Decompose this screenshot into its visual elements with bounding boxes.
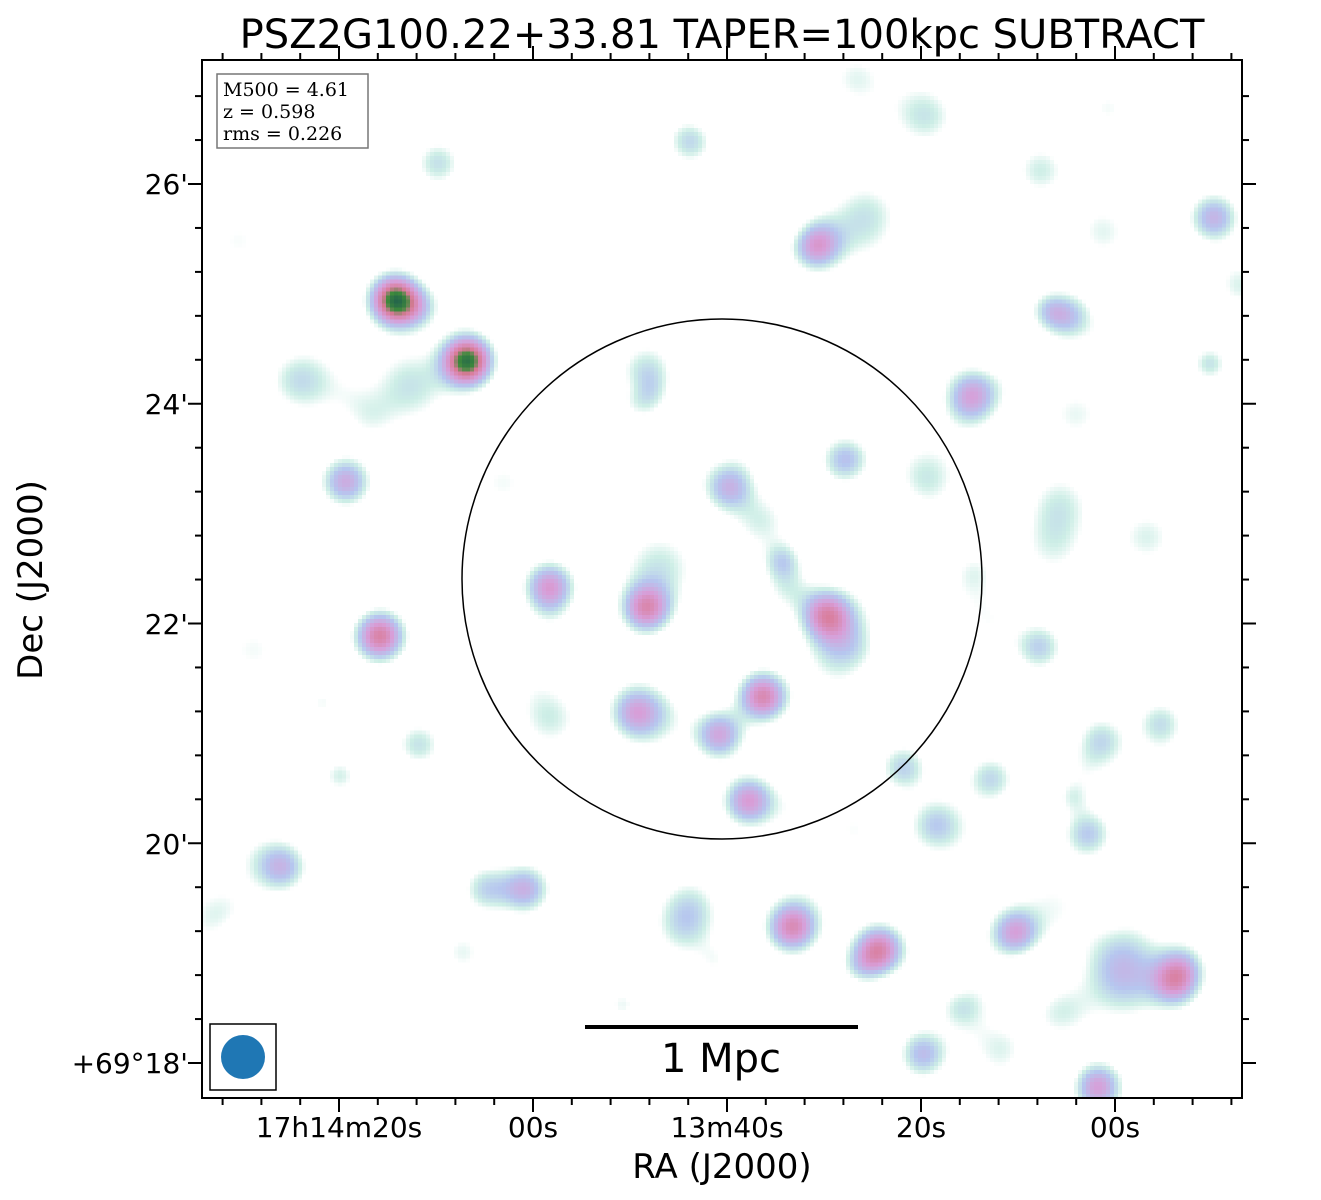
info-box: M500 = 4.61 z = 0.598 rms = 0.226 [216,73,369,149]
scale-bar-label: 1 Mpc [661,1036,781,1082]
y-tick-label: 24' [145,388,188,421]
x-tick-label: 17h14m20s [256,1111,423,1144]
beam-marker [209,1023,277,1091]
x-tick-label: 00s [508,1111,558,1144]
y-tick-labels: 26' 24' 22' 20' +69°18' [72,168,188,1080]
cluster-circle [461,318,983,840]
x-tick-label: 00s [1090,1111,1140,1144]
plot-area [202,60,1242,1098]
scale-bar: 1 Mpc [585,1025,858,1082]
info-redshift: z = 0.598 [223,101,315,123]
x-tick-label: 13m40s [670,1111,783,1144]
y-axis-label: Dec (J2000) [11,480,51,680]
emission-heatmap [202,60,1242,1098]
chart-title: PSZ2G100.22+33.81 TAPER=100kpc SUBTRACT [240,12,1205,58]
x-tick-label: 20s [896,1111,946,1144]
axis-ticks [188,46,1256,1112]
x-tick-labels: 17h14m20s 00s 13m40s 20s 00s [256,1111,1140,1144]
info-m500: M500 = 4.61 [223,79,349,101]
y-tick-label: 26' [145,168,188,201]
y-tick-label: +69°18' [72,1047,188,1080]
beam-ellipse [221,1035,265,1079]
x-axis-label: RA (J2000) [632,1147,811,1187]
y-tick-label: 22' [145,608,188,641]
y-tick-label: 20' [145,828,188,861]
info-rms: rms = 0.226 [223,123,342,145]
